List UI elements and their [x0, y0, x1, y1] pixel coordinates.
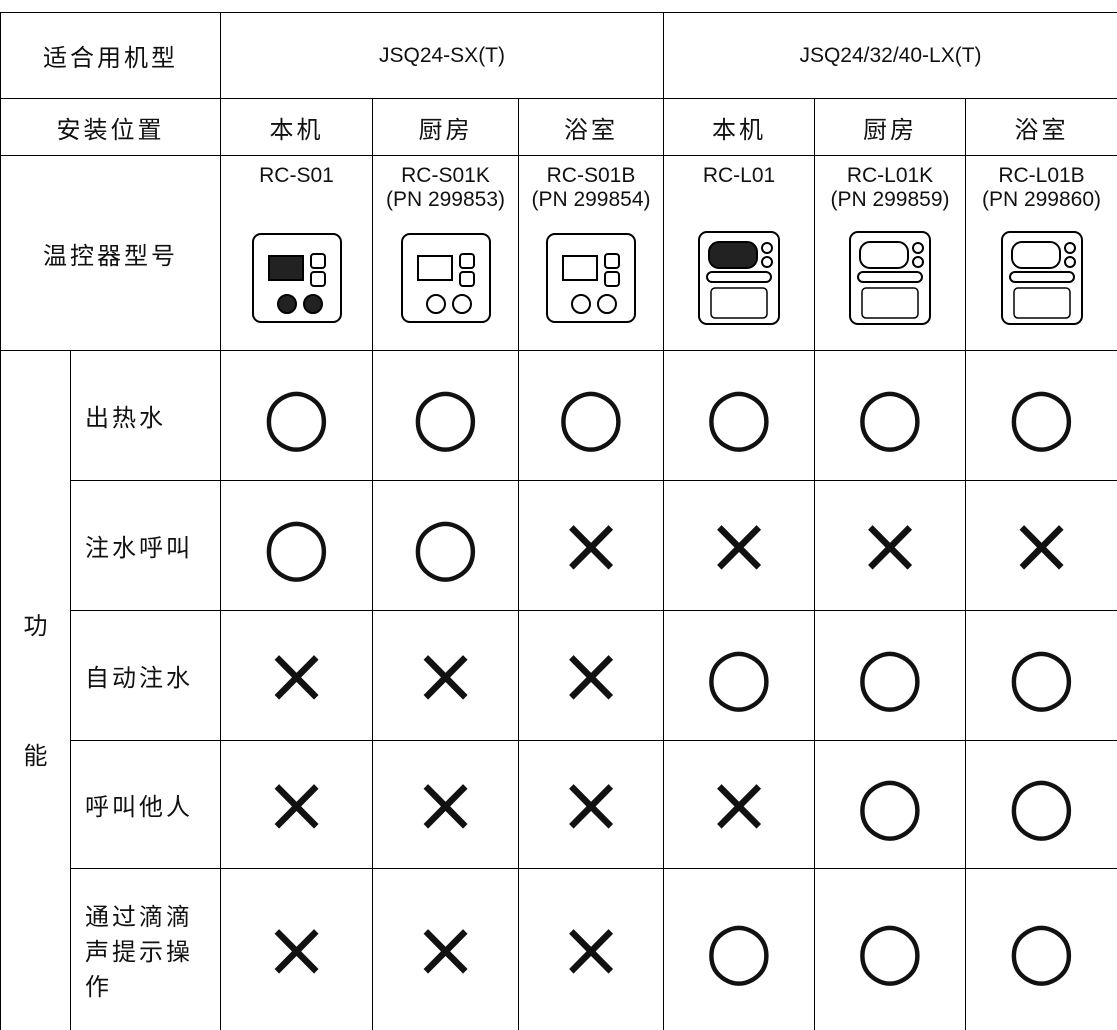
model-name: RC-L01B: [998, 164, 1085, 187]
compatibility-table: 适合用机型 JSQ24-SX(T) JSQ24/32/40-LX(T) 安装位置 本机厨…: [0, 12, 1117, 1030]
model-name: RC-L01K: [846, 164, 934, 187]
support-mark: ×: [663, 740, 815, 869]
support-mark: ×: [372, 740, 519, 869]
support-mark: ○: [814, 740, 966, 869]
thermostat-icon: [251, 233, 342, 323]
thermostat-icon: [849, 231, 931, 325]
function-cell: 出热水: [70, 350, 221, 481]
thermostat-icon: [698, 231, 780, 325]
model-cell: RC-S01B (PN 299854): [518, 155, 664, 351]
support-mark: ○: [814, 868, 966, 1030]
support-mark: ○: [663, 610, 815, 741]
function-name: 自动注水: [85, 664, 193, 692]
part-number: (PN 299853): [385, 188, 506, 211]
support-mark: ×: [518, 868, 664, 1030]
support-mark: ○: [965, 610, 1117, 741]
model-cell: RC-S01K (PN 299853): [372, 155, 519, 351]
support-mark: ×: [518, 480, 664, 611]
part-number: (PN 299859): [830, 188, 950, 211]
table-row: 注水呼叫 ○ ○ × × × ×: [1, 480, 1117, 611]
table-row: 呼叫他人 × × × × ○ ○: [1, 740, 1117, 869]
location: 浴室: [965, 98, 1117, 156]
part-number: (PN 299854): [531, 188, 651, 211]
support-mark: ○: [965, 350, 1117, 481]
model-cell: RC-S01: [220, 155, 373, 351]
table-row: 适合用机型 JSQ24-SX(T) JSQ24/32/40-LX(T): [0, 12, 1117, 99]
function-label: 功能: [23, 611, 48, 770]
header-label: 适合用机型: [0, 12, 221, 99]
support-mark: ○: [372, 480, 519, 611]
location: 浴室: [518, 98, 664, 156]
support-mark: ×: [372, 610, 519, 741]
support-mark: ○: [814, 350, 966, 481]
support-mark: ×: [220, 610, 373, 741]
model-name: RC-L01: [702, 164, 776, 187]
support-mark: ×: [814, 480, 966, 611]
function-name: 通过滴滴声提示操作: [85, 903, 193, 1001]
model-name: RC-S01K: [401, 164, 490, 187]
location: 厨房: [372, 98, 519, 156]
model-cell: RC-L01K (PN 299859): [814, 155, 966, 351]
support-mark: ×: [965, 480, 1117, 611]
support-mark: ×: [663, 480, 815, 611]
support-mark: ○: [814, 610, 966, 741]
table-row: 功能 出热水 ○ ○ ○ ○ ○ ○: [0, 350, 1117, 1030]
support-mark: ×: [518, 740, 664, 869]
function-cell: 呼叫他人: [70, 740, 221, 869]
model-name: RC-S01B: [546, 164, 636, 187]
model-group: JSQ24/32/40-LX(T): [663, 12, 1117, 99]
thermostat-icon: [546, 233, 636, 323]
location: 厨房: [814, 98, 966, 156]
support-mark: ○: [518, 350, 664, 481]
model-cell: RC-L01: [663, 155, 815, 351]
model-cell: RC-L01B (PN 299860): [965, 155, 1117, 351]
location-label: 安装位置: [0, 98, 221, 156]
thermostat-icon: [1000, 231, 1083, 325]
table-row: 安装位置 本机 厨房 浴室 本机 厨房 浴室: [0, 98, 1117, 156]
function-cell: 注水呼叫: [70, 480, 221, 611]
thermostat-icon: [400, 233, 491, 323]
support-mark: ○: [372, 350, 519, 481]
model-group: JSQ24-SX(T): [220, 12, 664, 99]
location: 本机: [220, 98, 373, 156]
function-name: 呼叫他人: [85, 793, 193, 821]
function-cell: 自动注水: [70, 610, 221, 741]
support-mark: ○: [663, 868, 815, 1030]
table-row: 自动注水 × × × ○ ○ ○: [1, 610, 1117, 741]
function-cell: 通过滴滴声提示操作: [70, 868, 221, 1030]
support-mark: ×: [372, 868, 519, 1030]
function-name: 出热水: [85, 404, 166, 432]
support-mark: ○: [965, 868, 1117, 1030]
part-number: (PN 299860): [981, 188, 1102, 211]
support-mark: ○: [965, 740, 1117, 869]
model-label: 温控器型号: [0, 155, 221, 351]
support-mark: ×: [220, 740, 373, 869]
table-row: 通过滴滴声提示操作 × × × ○ ○ ○: [1, 868, 1117, 1030]
location: 本机: [663, 98, 815, 156]
support-mark: ○: [220, 350, 373, 481]
table-row: 温控器型号 RC-S01 RC-S01K (PN 299853) RC-S01B (PN…: [0, 155, 1117, 351]
function-group: 功能: [0, 350, 71, 1030]
support-mark: ×: [518, 610, 664, 741]
support-mark: ×: [220, 868, 373, 1030]
model-name: RC-S01: [259, 164, 334, 187]
function-name: 注水呼叫: [85, 534, 193, 562]
support-mark: ○: [663, 350, 815, 481]
support-mark: ○: [220, 480, 373, 611]
